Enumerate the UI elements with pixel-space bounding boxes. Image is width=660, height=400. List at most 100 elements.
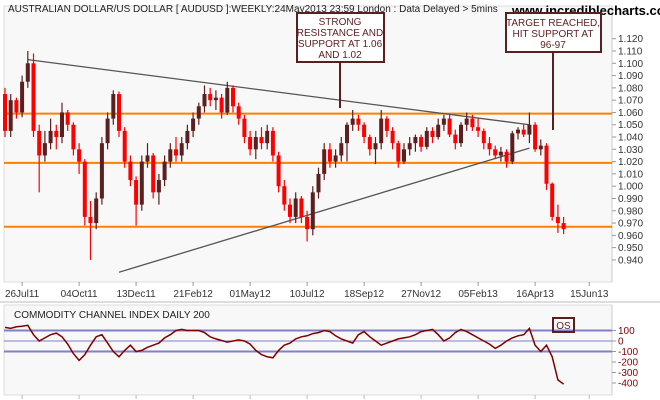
candle	[60, 102, 64, 144]
candle	[327, 143, 332, 168]
price-tick-label: 1.030	[618, 145, 643, 156]
candle	[305, 210, 310, 242]
candle-body	[533, 124, 538, 150]
price-tick-label: 0.950	[618, 243, 643, 254]
candle-body	[88, 216, 93, 224]
candle-body	[407, 143, 412, 150]
price-tick-label: 1.070	[618, 96, 643, 107]
date-tick-label: 27Nov12	[401, 289, 441, 300]
candle-body	[373, 143, 378, 150]
candle	[555, 204, 560, 233]
date-tick-label: 13Dec11	[116, 289, 156, 300]
candle	[99, 137, 104, 205]
candle-body	[459, 124, 463, 144]
candle-body	[288, 204, 292, 217]
candle-body	[367, 137, 372, 150]
candle	[202, 85, 207, 113]
candle	[122, 127, 127, 168]
candle-body	[550, 183, 555, 217]
candle-body	[504, 151, 509, 162]
price-tick-label: 1.020	[618, 157, 643, 168]
candle-body	[276, 155, 281, 187]
candle-body	[242, 118, 247, 138]
candle	[345, 122, 349, 162]
candle-body	[14, 100, 19, 113]
candle	[504, 149, 509, 168]
candle	[436, 118, 441, 140]
candle	[174, 137, 178, 162]
oversold-badge-label: OS	[556, 321, 571, 332]
price-tick-label: 1.060	[618, 108, 643, 119]
candle	[42, 130, 47, 162]
candle	[236, 102, 241, 125]
candle-body	[310, 192, 315, 230]
candle-body	[441, 118, 446, 125]
candle-body	[82, 161, 87, 217]
candle	[447, 114, 452, 138]
candle-body	[111, 94, 116, 119]
candle-body	[31, 63, 36, 131]
candle-body	[493, 149, 498, 156]
candle	[25, 51, 30, 88]
candle-body	[20, 81, 25, 113]
oversold-badge-box	[552, 317, 575, 333]
candle-body	[419, 137, 424, 147]
oversold-badge: OS	[552, 317, 575, 333]
candle	[128, 155, 133, 187]
candle-body	[202, 94, 207, 107]
candle-body	[168, 149, 173, 162]
candle-body	[413, 137, 418, 144]
candle	[453, 129, 458, 150]
candle-body	[77, 149, 82, 162]
trend-line	[118, 147, 530, 273]
candle	[282, 180, 287, 211]
candle-body	[305, 216, 310, 230]
candle-body	[151, 155, 156, 193]
candle	[310, 186, 315, 236]
candle	[20, 75, 25, 118]
candle	[521, 124, 526, 138]
candle	[259, 127, 264, 150]
candle	[139, 155, 144, 211]
trend-line	[27, 58, 530, 126]
annotation-line: STRONG	[319, 17, 362, 28]
candle-body	[527, 124, 532, 135]
candle	[196, 102, 201, 125]
candle	[350, 109, 355, 131]
date-tick-label: 26Jul11	[5, 289, 40, 300]
annotation-line: AND 1.02	[318, 50, 362, 61]
candle-body	[538, 145, 543, 150]
candle	[77, 143, 82, 174]
candle-body	[37, 130, 42, 156]
candle	[464, 112, 469, 131]
candle-body	[487, 143, 492, 150]
candle	[407, 137, 412, 156]
candle-body	[384, 118, 389, 131]
candle-body	[270, 130, 275, 156]
candle-body	[510, 133, 515, 162]
candle-body	[213, 97, 218, 101]
candle	[8, 94, 13, 138]
candle-body	[447, 118, 452, 135]
date-tick-label: 04Oct11	[61, 289, 98, 300]
candle-body	[481, 130, 486, 144]
candle	[493, 145, 498, 160]
candle	[145, 143, 150, 168]
candle	[510, 130, 515, 165]
candle-body	[521, 129, 526, 135]
price-tick-label: 1.010	[618, 169, 643, 180]
candle-body	[117, 94, 121, 131]
date-tick-label: 10Jul12	[290, 289, 325, 300]
candle	[527, 112, 532, 144]
candle-body	[25, 63, 30, 82]
candle	[231, 85, 235, 113]
candle-body	[42, 143, 47, 156]
candle-body	[94, 198, 99, 224]
candle-body	[99, 143, 104, 199]
candle	[367, 134, 372, 156]
candle-body	[379, 118, 384, 144]
candle-body	[356, 118, 361, 125]
candle-body	[299, 198, 304, 217]
candle	[533, 122, 538, 152]
candle-body	[231, 87, 235, 107]
